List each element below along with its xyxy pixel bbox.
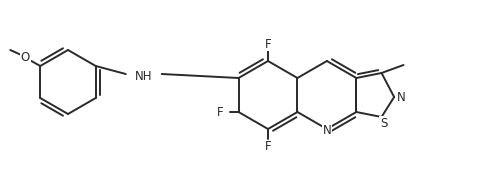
Text: F: F [217, 105, 224, 119]
Text: O: O [21, 51, 30, 64]
Text: F: F [265, 37, 271, 51]
Text: S: S [380, 116, 387, 130]
Text: F: F [265, 141, 271, 153]
Text: NH: NH [135, 70, 153, 83]
Text: N: N [397, 91, 406, 103]
Text: N: N [323, 123, 331, 136]
